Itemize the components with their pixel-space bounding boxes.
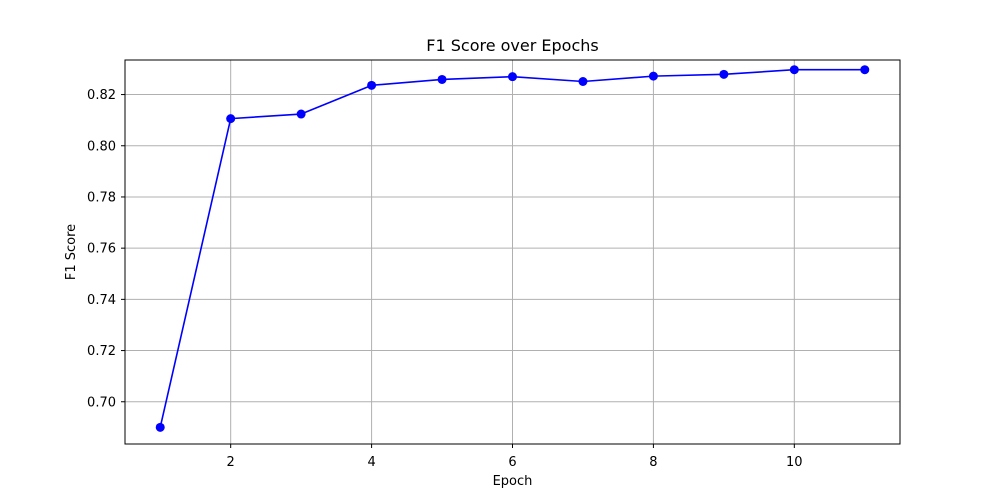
grid bbox=[125, 60, 900, 444]
x-tick-label: 4 bbox=[367, 455, 375, 470]
y-axis-label: F1 Score bbox=[64, 224, 79, 280]
y-tick-label: 0.74 bbox=[87, 293, 116, 308]
y-axis: 0.70 0.72 0.74 0.76 0.78 0.80 0.82 bbox=[87, 88, 125, 410]
series-layer bbox=[155, 65, 870, 432]
y-tick-label: 0.70 bbox=[87, 395, 116, 410]
data-point bbox=[226, 114, 236, 124]
x-tick-label: 8 bbox=[649, 455, 657, 470]
y-tick-label: 0.76 bbox=[87, 242, 116, 257]
data-point bbox=[860, 65, 870, 75]
data-point bbox=[296, 109, 306, 119]
x-tick-label: 10 bbox=[786, 455, 803, 470]
data-point bbox=[508, 72, 517, 82]
y-tick-label: 0.82 bbox=[87, 88, 116, 103]
y-tick-label: 0.72 bbox=[87, 344, 116, 359]
x-tick-label: 2 bbox=[227, 455, 235, 470]
data-point bbox=[437, 74, 447, 84]
data-point bbox=[578, 77, 588, 87]
chart-title: F1 Score over Epochs bbox=[426, 36, 598, 55]
data-point bbox=[367, 80, 377, 90]
y-tick-label: 0.78 bbox=[87, 190, 116, 205]
y-tick-label: 0.80 bbox=[87, 139, 116, 154]
x-axis-label: Epoch bbox=[493, 474, 533, 489]
data-point bbox=[719, 69, 729, 79]
x-axis: 2 4 6 8 10 bbox=[227, 444, 803, 470]
data-point bbox=[648, 71, 658, 81]
data-point bbox=[155, 422, 165, 432]
data-point bbox=[789, 65, 799, 75]
x-tick-label: 6 bbox=[508, 455, 516, 470]
